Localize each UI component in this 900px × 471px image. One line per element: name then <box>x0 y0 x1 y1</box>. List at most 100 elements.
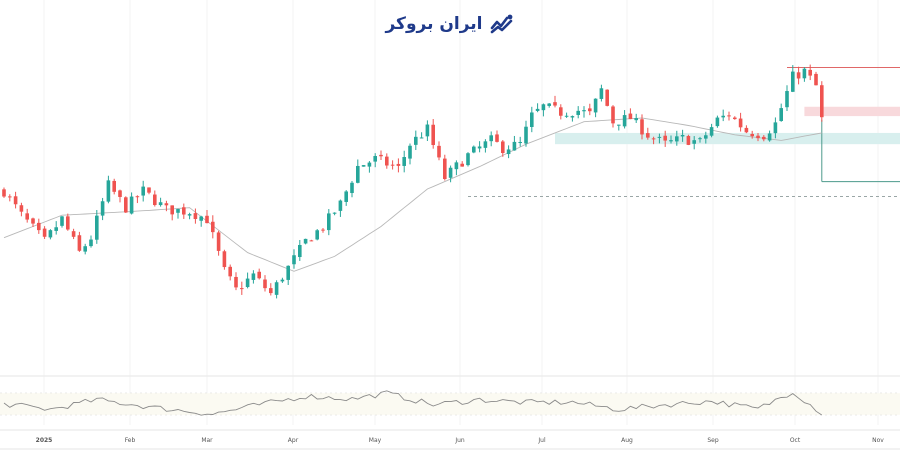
candle <box>535 103 540 113</box>
candle-body <box>796 72 801 79</box>
candle <box>42 226 47 239</box>
candle <box>2 187 6 198</box>
candle-body <box>303 238 308 244</box>
candle-body <box>182 207 186 215</box>
candle-body <box>25 213 29 220</box>
candle-body <box>767 133 772 141</box>
candle-body <box>31 218 35 224</box>
candle <box>727 111 731 121</box>
candle-body <box>512 141 517 151</box>
trend-line-icon <box>490 14 512 34</box>
candle-body <box>60 216 64 226</box>
candle-body <box>472 146 476 153</box>
candle-body <box>222 251 227 268</box>
candle-body <box>820 85 824 118</box>
candle-body <box>802 68 807 79</box>
x-tick-label: May <box>369 437 382 444</box>
candle-body <box>477 146 482 149</box>
candle <box>315 229 319 241</box>
candle-body <box>675 136 679 142</box>
candle <box>564 112 569 118</box>
candle-body <box>443 158 447 180</box>
candle <box>524 120 528 147</box>
candle <box>263 275 267 292</box>
candle <box>60 216 64 228</box>
candle-body <box>791 71 795 92</box>
candle-body <box>419 137 424 139</box>
moving-average <box>3 117 822 272</box>
candle-body <box>309 240 314 242</box>
candle-body <box>240 288 244 290</box>
candle <box>767 130 772 142</box>
candle-body <box>2 189 6 197</box>
candle-body <box>13 196 18 205</box>
candle-body <box>460 163 464 167</box>
candle-body <box>617 124 621 126</box>
candle <box>437 141 441 161</box>
candle-body <box>814 73 818 86</box>
candle-body <box>715 117 720 127</box>
candle-body <box>77 235 82 251</box>
candle <box>808 64 812 81</box>
candle <box>617 124 621 131</box>
candle-body <box>350 182 354 194</box>
grid <box>0 0 900 450</box>
candle-body <box>738 118 743 128</box>
candle <box>13 191 18 209</box>
candle <box>408 143 412 165</box>
candle <box>373 153 377 168</box>
candle-body <box>373 156 377 162</box>
candle <box>303 238 308 245</box>
ma-line <box>3 117 822 272</box>
candle <box>321 228 325 233</box>
candle <box>95 210 99 244</box>
brand-logo-text: ایران بروکر <box>385 14 483 34</box>
x-tick-label: Nov <box>872 437 884 444</box>
candle-body <box>651 138 656 140</box>
candle <box>820 81 824 122</box>
indicator-band <box>0 393 900 415</box>
candle <box>100 197 105 221</box>
candle-body <box>48 230 53 238</box>
candle-body <box>431 124 435 146</box>
candle <box>651 136 656 145</box>
candle <box>733 116 737 120</box>
candle-body <box>698 138 702 140</box>
candle-body <box>489 135 493 142</box>
candle <box>129 192 134 215</box>
candle-body <box>187 214 192 216</box>
candle <box>802 67 807 82</box>
candle <box>431 119 435 149</box>
candle <box>489 131 493 147</box>
candle <box>640 114 644 140</box>
candle <box>675 130 679 146</box>
candle <box>379 150 383 161</box>
candle-body <box>124 197 128 213</box>
candle-body <box>506 149 511 155</box>
candle <box>814 71 818 86</box>
candle <box>715 115 720 128</box>
candle <box>443 154 447 181</box>
candle-body <box>292 255 296 265</box>
candle-body <box>118 190 122 197</box>
candle <box>593 98 598 118</box>
candle <box>547 103 551 108</box>
candle-body <box>164 203 169 206</box>
candle <box>477 141 482 153</box>
candle-body <box>211 221 215 233</box>
candle-body <box>286 265 290 280</box>
candle-body <box>338 200 343 211</box>
candle <box>240 281 244 295</box>
candle-body <box>257 271 261 279</box>
candle <box>66 213 70 231</box>
candle <box>785 85 789 112</box>
candle <box>135 195 140 204</box>
candle-body <box>147 187 151 193</box>
candle-body <box>269 288 273 294</box>
candle-body <box>193 213 198 220</box>
candle-body <box>808 69 812 76</box>
candle-body <box>83 246 87 252</box>
candle <box>280 277 285 283</box>
candle-body <box>663 135 667 141</box>
candle <box>89 235 93 248</box>
